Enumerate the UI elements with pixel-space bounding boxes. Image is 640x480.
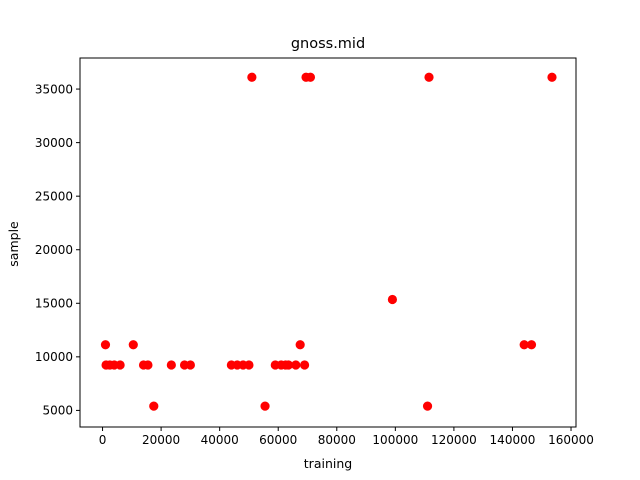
data-point [247,72,257,82]
y-tick-label: 20000 [35,243,73,257]
data-point [149,401,159,411]
data-point [387,294,398,305]
data-point [305,72,316,82]
x-tick-label: 0 [99,433,107,447]
y-axis-label: sample [6,221,21,267]
y-tick-label: 5000 [42,404,73,418]
x-tick-label: 100000 [372,433,418,447]
data-point [100,340,111,350]
data-point [547,72,557,82]
x-tick-label: 60000 [259,433,297,447]
data-point [143,360,153,370]
x-tick-label: 80000 [318,433,356,447]
data-point [283,360,294,370]
data-point [424,72,434,82]
y-tick-label: 35000 [35,82,73,96]
data-point [260,401,270,411]
data-point [115,360,125,370]
data-point [244,360,254,370]
data-point [128,340,138,350]
axes-frame [79,57,577,428]
x-tick-label: 160000 [548,433,594,447]
data-point [185,360,195,370]
x-tick-label: 120000 [431,433,477,447]
y-tick-label: 10000 [35,350,73,364]
x-axis-label: training [304,456,352,471]
data-point [519,340,529,350]
data-point [166,360,176,370]
data-point [291,360,301,370]
x-tick-label: 20000 [142,433,180,447]
data-point [299,360,310,370]
data-point [526,340,537,350]
y-tick-label: 15000 [35,297,73,311]
y-tick-label: 30000 [35,136,73,150]
data-point [422,401,433,411]
y-tick-label: 25000 [35,189,73,203]
x-tick-label: 140000 [490,433,536,447]
chart-title: gnoss.mid [291,36,365,52]
x-tick-label: 40000 [201,433,239,447]
plot-area: 0 20000 40000 60000 80000 100000 120000 140000 1… [35,57,594,447]
data-point [295,340,305,350]
